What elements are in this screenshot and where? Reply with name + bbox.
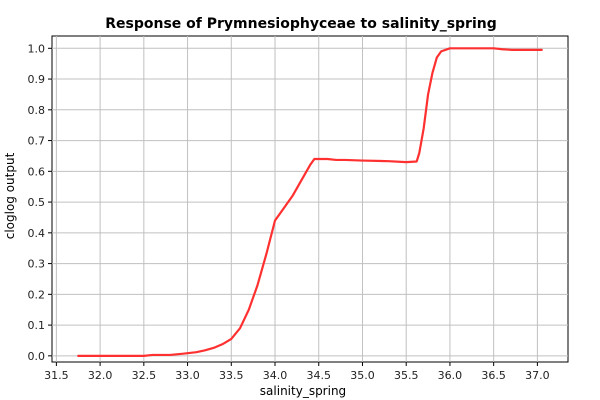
x-tick-label: 32.0: [88, 369, 113, 382]
y-tick-label: 0.8: [28, 104, 46, 117]
x-tick-label: 34.5: [306, 369, 331, 382]
y-tick-label: 0.3: [28, 258, 46, 271]
x-tick-label: 35.5: [394, 369, 419, 382]
y-axis-label: cloglog output: [3, 152, 17, 239]
y-tick-label: 0.9: [28, 73, 46, 86]
x-tick-label: 35.0: [350, 369, 375, 382]
y-tick-label: 1.0: [28, 42, 46, 55]
ticks-layer: 31.5 32.0 32.5 33.0 33.5 34.0 34.5 35.0 35.5 36.0…: [28, 42, 550, 382]
series-layer: [77, 47, 543, 357]
chart-title: Response of Prymnesiophyceae to salinity…: [105, 16, 497, 32]
x-axis-label: salinity_spring: [260, 384, 346, 398]
x-tick-label: 36.5: [481, 369, 506, 382]
x-tick-label: 33.5: [219, 369, 244, 382]
y-tick-label: 0.2: [28, 288, 46, 301]
y-tick-label: 0.1: [28, 319, 46, 332]
y-tick-label: 0.6: [28, 165, 46, 178]
x-tick-label: 34.0: [263, 369, 288, 382]
response-curve-line: [77, 47, 543, 357]
y-tick-label: 0.7: [28, 135, 46, 148]
x-tick-label: 36.0: [438, 369, 463, 382]
x-tick-label: 37.0: [525, 369, 550, 382]
x-tick-label: 31.5: [44, 369, 69, 382]
y-tick-label: 0.0: [28, 350, 46, 363]
x-tick-label: 32.5: [132, 369, 157, 382]
x-tick-label: 33.0: [175, 369, 200, 382]
y-tick-label: 0.5: [28, 196, 46, 209]
plot-area: [51, 35, 569, 363]
y-tick-label: 0.4: [28, 227, 46, 240]
